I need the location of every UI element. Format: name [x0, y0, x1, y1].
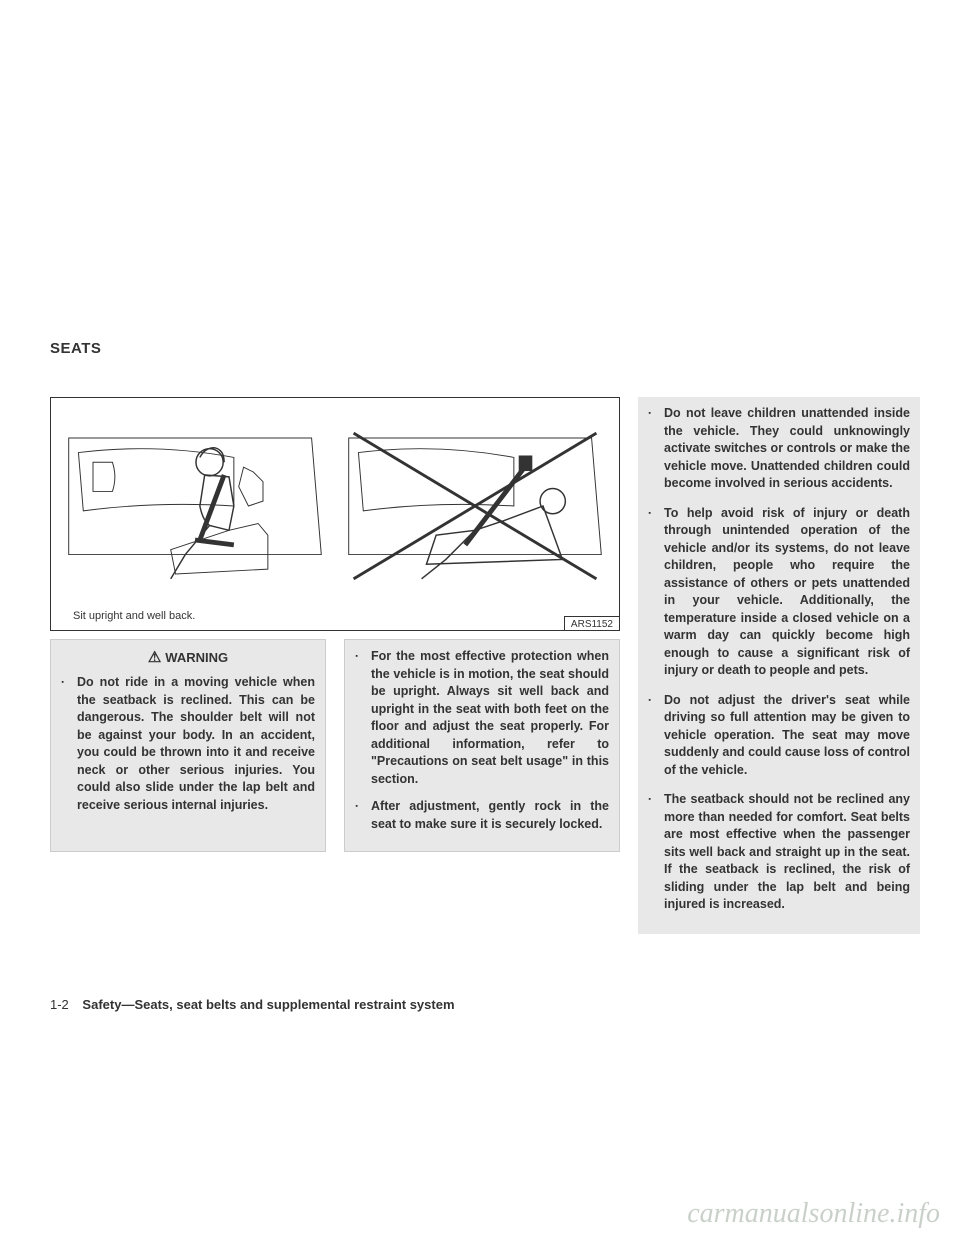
bullet-dot: ∙ — [648, 405, 656, 493]
bullet-text: Do not leave children unattended inside … — [664, 405, 910, 493]
content-area: Sit upright and well back. ARS1152 WARNI… — [50, 397, 920, 934]
bullet-dot: ∙ — [61, 674, 69, 814]
page-number: 1-2 — [50, 997, 69, 1012]
seat-upright-illustration — [59, 406, 331, 606]
warning-box: WARNING ∙ Do not ride in a moving vehicl… — [50, 639, 326, 852]
watermark: carmanualsonline.info — [687, 1198, 940, 1230]
bullet-text: Do not adjust the driver's seat while dr… — [664, 692, 910, 780]
right-column: ∙ Do not leave children unattended insid… — [638, 397, 920, 934]
warning-bullet: ∙ Do not ride in a moving vehicle when t… — [61, 674, 315, 814]
bullet-dot: ∙ — [355, 798, 363, 833]
bullet-text: To help avoid risk of injury or death th… — [664, 505, 910, 680]
figure-caption: Sit upright and well back. — [59, 610, 611, 622]
bullet-text: The seatback should not be reclined any … — [664, 791, 910, 914]
bullet-item: ∙ The seatback should not be reclined an… — [648, 791, 910, 914]
bullet-item: ∙ To help avoid risk of injury or death … — [648, 505, 910, 680]
figure-code: ARS1152 — [564, 616, 620, 631]
bullet-dot: ∙ — [648, 692, 656, 780]
figure-box: Sit upright and well back. ARS1152 — [50, 397, 620, 631]
bullet-dot: ∙ — [648, 505, 656, 680]
footer-section-title: Safety—Seats, seat belts and supplementa… — [82, 997, 454, 1012]
bullet-item: ∙ Do not leave children unattended insid… — [648, 405, 910, 493]
warning-header: WARNING — [61, 648, 315, 666]
bullet-item: ∙ For the most effective protection when… — [355, 648, 609, 788]
left-column: Sit upright and well back. ARS1152 WARNI… — [50, 397, 620, 934]
seat-reclined-illustration — [339, 406, 611, 606]
bullet-dot: ∙ — [355, 648, 363, 788]
bullet-item: ∙ After adjustment, gently rock in the s… — [355, 798, 609, 833]
bullet-item: ∙ Do not adjust the driver's seat while … — [648, 692, 910, 780]
middle-bullets: ∙ For the most effective protection when… — [344, 639, 620, 852]
warning-text: Do not ride in a moving vehicle when the… — [77, 674, 315, 814]
bullet-dot: ∙ — [648, 791, 656, 914]
section-title: SEATS — [50, 340, 920, 357]
bullet-text: For the most effective protection when t… — [371, 648, 609, 788]
page-footer: 1-2 Safety—Seats, seat belts and supplem… — [50, 997, 455, 1012]
bullet-text: After adjustment, gently rock in the sea… — [371, 798, 609, 833]
